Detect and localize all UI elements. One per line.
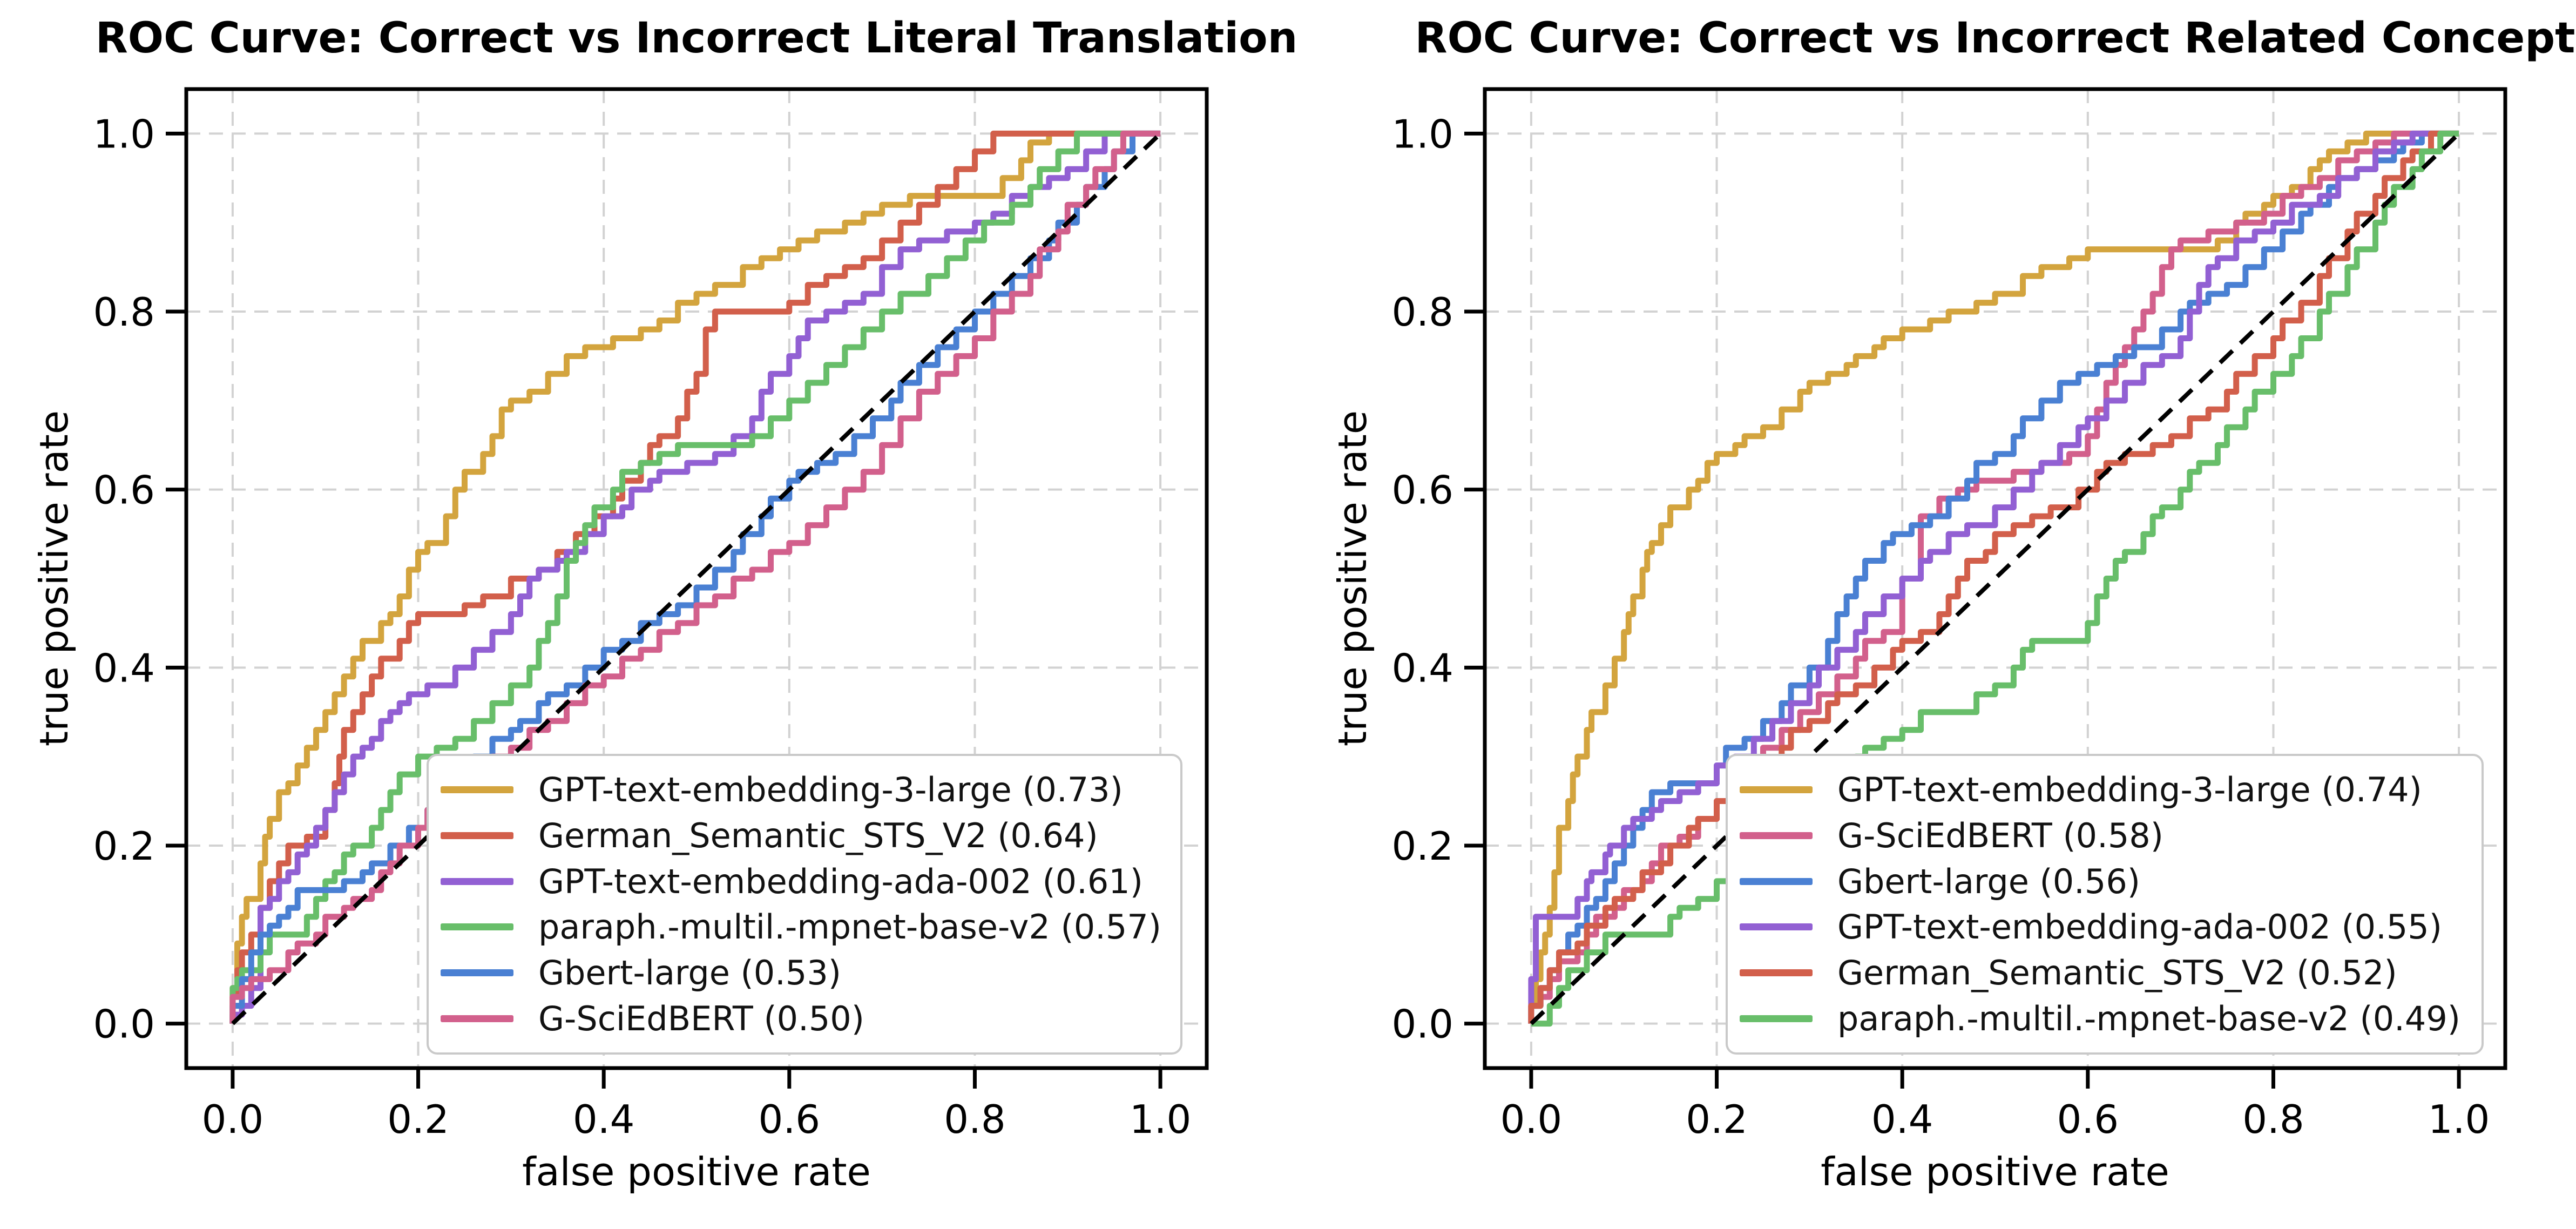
legend-item: Gbert-large (0.53) [441, 953, 1168, 992]
legend-item: GPT-text-embedding-ada-002 (0.61) [441, 862, 1168, 901]
legend-item-label: GPT-text-embedding-ada-002 (0.55) [1837, 907, 2442, 947]
roc-curve-gpt-text-embedding-ada-002 [229, 130, 1161, 1024]
legend-item: G-SciEdBERT (0.50) [441, 999, 1168, 1038]
roc-curve-gpt-text-embedding-3-large [229, 130, 1161, 1024]
x-tick-label: 0.0 [1500, 1097, 1563, 1142]
right-legend: GPT-text-embedding-3-large (0.74) G-SciEd… [1726, 754, 2484, 1055]
legend-item-label: Gbert-large (0.56) [1837, 861, 2140, 901]
legend-line-swatch [1740, 923, 1813, 931]
left-chart-title: ROC Curve: Correct vs Incorrect Literal … [95, 14, 1298, 63]
left-legend: GPT-text-embedding-3-large (0.73) German_… [427, 754, 1182, 1055]
left-y-axis-label: true positive rate [31, 410, 77, 747]
legend-line-swatch [441, 786, 513, 793]
y-tick-label: 0.8 [93, 289, 155, 335]
legend-item: GPT-text-embedding-ada-002 (0.55) [1740, 907, 2470, 947]
legend-item-label: German_Semantic_STS_V2 (0.64) [538, 815, 1098, 855]
y-tick-label: 1.0 [1391, 111, 1453, 157]
roc-curve-gpt-text-embedding-ada-002 [1528, 130, 2459, 1024]
legend-item-label: GPT-text-embedding-3-large (0.73) [538, 769, 1123, 809]
y-tick-label: 0.8 [1391, 289, 1453, 335]
y-tick-label: 0.6 [93, 468, 155, 513]
legend-item-label: GPT-text-embedding-3-large (0.74) [1837, 769, 2422, 809]
x-tick-label: 1.0 [1130, 1097, 1192, 1142]
legend-item: GPT-text-embedding-3-large (0.73) [441, 770, 1168, 809]
legend-item-label: paraph.-multil.-mpnet-base-v2 (0.57) [538, 907, 1161, 947]
legend-item: GPT-text-embedding-3-large (0.74) [1740, 770, 2470, 809]
legend-item: Gbert-large (0.56) [1740, 862, 2470, 901]
x-tick-label: 0.6 [759, 1097, 821, 1142]
legend-item-label: GPT-text-embedding-ada-002 (0.61) [538, 861, 1143, 901]
right-y-axis-label: true positive rate [1330, 410, 1375, 747]
legend-item: paraph.-multil.-mpnet-base-v2 (0.49) [1740, 999, 2470, 1038]
legend-item: G-SciEdBERT (0.58) [1740, 816, 2470, 855]
roc-curve-paraph-multil-mpnet-base-v2 [1531, 130, 2459, 1027]
legend-line-swatch [441, 877, 513, 885]
axes-spines [1483, 87, 2507, 1070]
legend-line-swatch [441, 1015, 513, 1023]
legend-item: German_Semantic_STS_V2 (0.52) [1740, 953, 2470, 992]
x-tick-label: 0.4 [573, 1097, 635, 1142]
axes-spines [184, 87, 1209, 1070]
x-tick-label: 0.2 [387, 1097, 449, 1142]
legend-item-label: Gbert-large (0.53) [538, 953, 841, 993]
roc-curve-gbert-large [1528, 130, 2459, 1024]
x-tick-label: 0.0 [202, 1097, 264, 1142]
legend-line-swatch [1740, 877, 1813, 885]
legend-item-label: G-SciEdBERT (0.58) [1837, 815, 2163, 855]
y-tick-label: 0.2 [93, 823, 155, 869]
roc-curve-gbert-large [229, 130, 1161, 1024]
roc-curve-paraph-multil-mpnet-base-v2 [229, 130, 1161, 1024]
legend-line-swatch [441, 923, 513, 931]
legend-line-swatch [1740, 832, 1813, 839]
x-tick-label: 0.8 [2242, 1097, 2304, 1142]
legend-item-label: G-SciEdBERT (0.50) [538, 999, 864, 1039]
y-tick-label: 0.0 [1391, 1002, 1453, 1047]
roc-curve-german-semantic-sts-v2 [1528, 130, 2459, 1024]
x-tick-label: 0.4 [1871, 1097, 1933, 1142]
chance-diagonal [231, 132, 1162, 1025]
legend-item-label: German_Semantic_STS_V2 (0.52) [1837, 953, 2397, 993]
x-tick-label: 0.6 [2057, 1097, 2119, 1142]
left-x-axis-label: false positive rate [522, 1149, 871, 1194]
y-tick-label: 0.2 [1391, 823, 1453, 869]
legend-line-swatch [441, 969, 513, 977]
x-tick-label: 0.2 [1686, 1097, 1748, 1142]
legend-item: paraph.-multil.-mpnet-base-v2 (0.57) [441, 907, 1168, 947]
y-tick-label: 1.0 [93, 111, 155, 157]
legend-line-swatch [1740, 969, 1813, 977]
x-tick-label: 1.0 [2428, 1097, 2490, 1142]
right-x-axis-label: false positive rate [1821, 1149, 2169, 1194]
y-tick-label: 0.6 [1391, 468, 1453, 513]
right-chart-title: ROC Curve: Correct vs Incorrect Related … [1415, 14, 2575, 63]
y-tick-label: 0.4 [93, 645, 155, 691]
legend-line-swatch [441, 832, 513, 839]
legend-line-swatch [1740, 786, 1813, 793]
roc-curve-g-sciedbert [229, 130, 1161, 1024]
y-tick-label: 0.0 [93, 1002, 155, 1047]
y-tick-label: 0.4 [1391, 645, 1453, 691]
legend-item: German_Semantic_STS_V2 (0.64) [441, 816, 1168, 855]
legend-item-label: paraph.-multil.-mpnet-base-v2 (0.49) [1837, 999, 2460, 1039]
legend-line-swatch [1740, 1015, 1813, 1023]
chance-diagonal [1530, 132, 2460, 1025]
x-tick-label: 0.8 [944, 1097, 1006, 1142]
